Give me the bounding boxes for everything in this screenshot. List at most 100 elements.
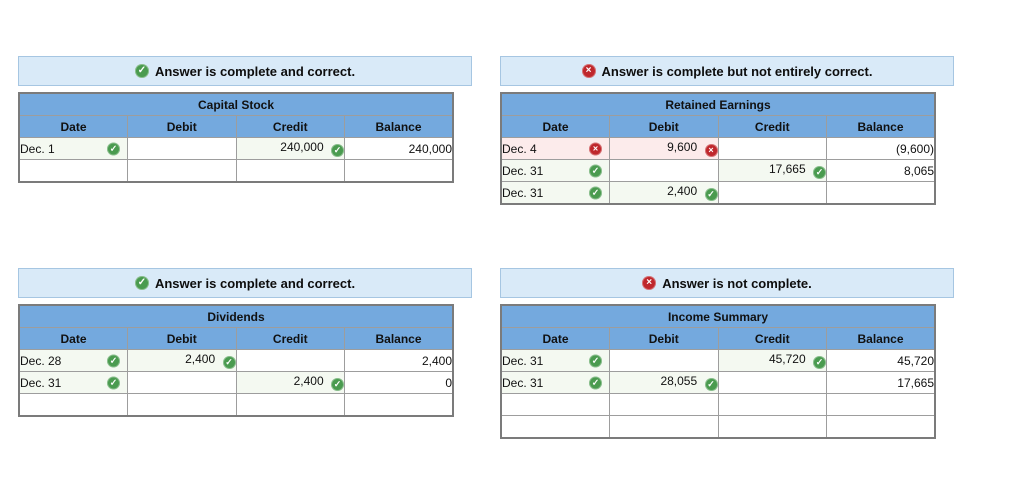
status-banner: × Answer is not complete. bbox=[500, 268, 954, 298]
table-header-row: Date Debit Credit Balance bbox=[500, 115, 936, 138]
balance-cell bbox=[344, 159, 454, 183]
column-header-credit: Credit bbox=[717, 327, 827, 350]
date-cell: Dec. 31 ✓ bbox=[500, 349, 610, 372]
debit-cell: 28,055 ✓ bbox=[609, 371, 719, 394]
credit-cell: 2,400 ✓ bbox=[235, 371, 345, 394]
debit-cell bbox=[609, 393, 719, 416]
check-icon: ✓ bbox=[222, 356, 236, 369]
table-title-row: Capital Stock bbox=[18, 92, 454, 116]
credit-value: 2,400 bbox=[293, 374, 324, 388]
table-row: Dec. 31 ✓ 28,055 ✓ 17,665 bbox=[500, 371, 936, 394]
debit-cell: 9,600 × bbox=[609, 137, 719, 160]
credit-cell bbox=[717, 393, 827, 416]
capital-stock-table: Capital Stock Date Debit Credit Balance … bbox=[18, 92, 454, 183]
date-value: Dec. 1 bbox=[20, 141, 55, 156]
debit-cell bbox=[127, 371, 237, 394]
column-header-credit: Credit bbox=[235, 115, 345, 138]
check-icon: ✓ bbox=[107, 354, 120, 367]
balance-value: 240,000 bbox=[408, 141, 452, 156]
status-banner: ✓ Answer is complete and correct. bbox=[18, 268, 472, 298]
table-header-row: Date Debit Credit Balance bbox=[500, 327, 936, 350]
credit-value: 17,665 bbox=[768, 162, 806, 176]
debit-cell bbox=[127, 393, 237, 417]
status-text: Answer is complete but not entirely corr… bbox=[601, 63, 873, 79]
check-icon: ✓ bbox=[134, 276, 149, 290]
balance-cell: 8,065 bbox=[826, 159, 936, 182]
check-icon: ✓ bbox=[704, 378, 718, 391]
balance-value: 45,720 bbox=[897, 353, 934, 368]
balance-value: 8,065 bbox=[903, 163, 934, 178]
check-icon: ✓ bbox=[589, 376, 602, 389]
debit-value: 9,600 bbox=[667, 140, 698, 154]
capital-stock-panel: ✓ Answer is complete and correct. Capita… bbox=[18, 56, 472, 183]
table-title: Income Summary bbox=[500, 304, 936, 328]
check-icon: ✓ bbox=[107, 376, 120, 389]
check-icon: ✓ bbox=[107, 142, 120, 155]
date-cell bbox=[18, 393, 128, 417]
date-cell bbox=[18, 159, 128, 183]
check-icon: ✓ bbox=[589, 164, 602, 177]
credit-cell bbox=[717, 137, 827, 160]
credit-cell bbox=[717, 415, 827, 439]
date-cell: Dec. 1 ✓ bbox=[18, 137, 128, 160]
table-header-row: Date Debit Credit Balance bbox=[18, 115, 454, 138]
debit-cell bbox=[609, 159, 719, 182]
retained-earnings-panel: × Answer is complete but not entirely co… bbox=[500, 56, 954, 205]
income-summary-panel: × Answer is not complete. Income Summary… bbox=[500, 268, 954, 439]
column-header-balance: Balance bbox=[344, 115, 454, 138]
table-title: Dividends bbox=[18, 304, 454, 328]
x-icon: × bbox=[581, 64, 596, 78]
table-row: Dec. 28 ✓ 2,400 ✓ 2,400 bbox=[18, 349, 454, 372]
table-title: Retained Earnings bbox=[500, 92, 936, 116]
balance-cell: 17,665 bbox=[826, 371, 936, 394]
column-header-balance: Balance bbox=[344, 327, 454, 350]
table-title-row: Retained Earnings bbox=[500, 92, 936, 116]
date-value: Dec. 4 bbox=[502, 141, 537, 156]
x-icon: × bbox=[704, 144, 718, 157]
credit-cell bbox=[717, 371, 827, 394]
status-banner: × Answer is complete but not entirely co… bbox=[500, 56, 954, 86]
column-header-credit: Credit bbox=[717, 115, 827, 138]
column-header-date: Date bbox=[18, 327, 128, 350]
table-row bbox=[500, 393, 936, 416]
date-cell: Dec. 31 ✓ bbox=[500, 159, 610, 182]
check-icon: ✓ bbox=[134, 64, 149, 78]
credit-cell bbox=[235, 159, 345, 183]
table-row: Dec. 1 ✓ 240,000 ✓ 240,000 bbox=[18, 137, 454, 160]
balance-cell bbox=[826, 393, 936, 416]
date-cell bbox=[500, 393, 610, 416]
balance-value: 2,400 bbox=[421, 353, 452, 368]
date-value: Dec. 28 bbox=[20, 353, 62, 368]
x-icon: × bbox=[642, 276, 657, 290]
table-row: Dec. 31 ✓ 2,400 ✓ 0 bbox=[18, 371, 454, 394]
status-banner: ✓ Answer is complete and correct. bbox=[18, 56, 472, 86]
table-title-row: Income Summary bbox=[500, 304, 936, 328]
debit-value: 2,400 bbox=[667, 184, 698, 198]
balance-cell: (9,600) bbox=[826, 137, 936, 160]
credit-cell: 17,665 ✓ bbox=[717, 159, 827, 182]
debit-cell bbox=[609, 349, 719, 372]
balance-value: (9,600) bbox=[895, 141, 934, 156]
credit-value: 45,720 bbox=[768, 352, 806, 366]
date-cell: Dec. 31 ✓ bbox=[18, 371, 128, 394]
table-row bbox=[18, 393, 454, 417]
date-value: Dec. 31 bbox=[502, 353, 544, 368]
credit-cell: 45,720 ✓ bbox=[717, 349, 827, 372]
balance-cell: 240,000 bbox=[344, 137, 454, 160]
table-row bbox=[500, 415, 936, 439]
column-header-balance: Balance bbox=[826, 115, 936, 138]
status-text: Answer is complete and correct. bbox=[154, 63, 356, 79]
debit-cell: 2,400 ✓ bbox=[609, 181, 719, 205]
table-header-row: Date Debit Credit Balance bbox=[18, 327, 454, 350]
date-value: Dec. 31 bbox=[502, 163, 544, 178]
date-cell: Dec. 4 × bbox=[500, 137, 610, 160]
check-icon: ✓ bbox=[813, 356, 826, 369]
balance-value: 0 bbox=[445, 375, 452, 390]
status-text: Answer is complete and correct. bbox=[154, 275, 356, 291]
credit-cell bbox=[235, 393, 345, 417]
balance-cell bbox=[344, 393, 454, 417]
date-value: Dec. 31 bbox=[502, 185, 544, 200]
retained-earnings-table: Retained Earnings Date Debit Credit Bala… bbox=[500, 92, 936, 205]
column-header-date: Date bbox=[500, 115, 610, 138]
date-value: Dec. 31 bbox=[20, 375, 62, 390]
